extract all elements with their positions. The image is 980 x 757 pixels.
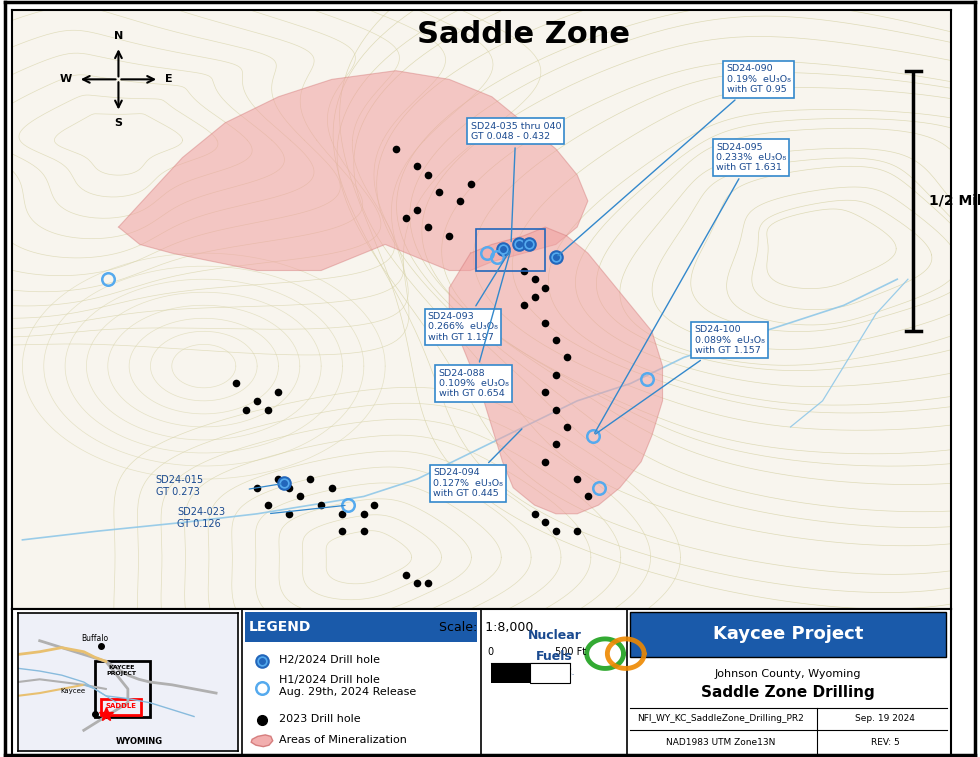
Text: Saddle Zone: Saddle Zone [417, 20, 630, 49]
Text: 2023 Drill hole: 2023 Drill hole [279, 715, 361, 724]
Text: H1/2024 Drill hole
Aug. 29th, 2024 Release: H1/2024 Drill hole Aug. 29th, 2024 Relea… [279, 675, 416, 697]
Text: SD24-093
0.266%  eU₃O₈
with GT 1.197: SD24-093 0.266% eU₃O₈ with GT 1.197 [428, 251, 510, 342]
Text: Areas of Mineralization: Areas of Mineralization [279, 735, 408, 745]
Text: Johnson County, Wyoming: Johnson County, Wyoming [715, 669, 861, 679]
FancyBboxPatch shape [629, 612, 946, 656]
Bar [530, 662, 570, 683]
Text: SD24-094
0.127%  eU₃O₈
with GT 0.445: SD24-094 0.127% eU₃O₈ with GT 0.445 [433, 429, 522, 498]
Text: LEGEND: LEGEND [248, 620, 311, 634]
Text: INC.: INC. [557, 668, 575, 678]
Text: WYOMING: WYOMING [116, 737, 163, 746]
Text: SD24-015
GT 0.273: SD24-015 GT 0.273 [156, 475, 204, 497]
Text: Sep. 19 2024: Sep. 19 2024 [855, 714, 914, 723]
Text: NFI_WY_KC_SaddleZone_Drilling_PR2: NFI_WY_KC_SaddleZone_Drilling_PR2 [637, 714, 804, 723]
Text: SADDLE: SADDLE [106, 703, 137, 709]
Text: SD24-100
0.089%  eU₃O₈
with GT 1.157: SD24-100 0.089% eU₃O₈ with GT 1.157 [596, 325, 764, 434]
Text: 0: 0 [487, 647, 494, 657]
Text: Fuels: Fuels [536, 650, 572, 663]
Text: SD24-090
0.19%  eU₃O₈
with GT 0.95: SD24-090 0.19% eU₃O₈ with GT 0.95 [558, 64, 791, 256]
Text: SD24-088
0.109%  eU₃O₈
with GT 0.654: SD24-088 0.109% eU₃O₈ with GT 0.654 [438, 251, 511, 398]
Polygon shape [251, 735, 272, 746]
Text: Buffalo: Buffalo [81, 634, 109, 643]
Text: SD24-035 thru 040
GT 0.048 - 0.432: SD24-035 thru 040 GT 0.048 - 0.432 [470, 122, 561, 241]
Bar [491, 662, 530, 683]
Text: NAD1983 UTM Zone13N: NAD1983 UTM Zone13N [665, 738, 775, 746]
Text: S: S [115, 117, 122, 128]
Text: Nuclear: Nuclear [527, 630, 581, 643]
Text: SD24-095
0.233%  eU₃O₈
with GT 1.631: SD24-095 0.233% eU₃O₈ with GT 1.631 [595, 142, 786, 433]
Text: Saddle Zone Drilling: Saddle Zone Drilling [702, 684, 875, 699]
Text: N: N [114, 31, 123, 41]
Polygon shape [449, 227, 662, 514]
Text: Scale:  1:8,000: Scale: 1:8,000 [439, 621, 533, 634]
Text: Kaycee: Kaycee [60, 688, 85, 694]
Text: E: E [166, 74, 173, 84]
Text: 500 Ft: 500 Ft [555, 647, 586, 657]
Polygon shape [119, 70, 588, 270]
Text: KAYCEE
PROJECT: KAYCEE PROJECT [106, 665, 136, 676]
Text: SD24-023
GT 0.126: SD24-023 GT 0.126 [177, 507, 225, 529]
Text: W: W [59, 74, 72, 84]
Text: H2/2024 Drill hole: H2/2024 Drill hole [279, 656, 380, 665]
Text: REV: 5: REV: 5 [870, 738, 900, 746]
Text: Kaycee Project: Kaycee Project [713, 625, 863, 643]
FancyBboxPatch shape [245, 612, 477, 642]
Text: 1/2 Mile: 1/2 Mile [929, 194, 980, 208]
